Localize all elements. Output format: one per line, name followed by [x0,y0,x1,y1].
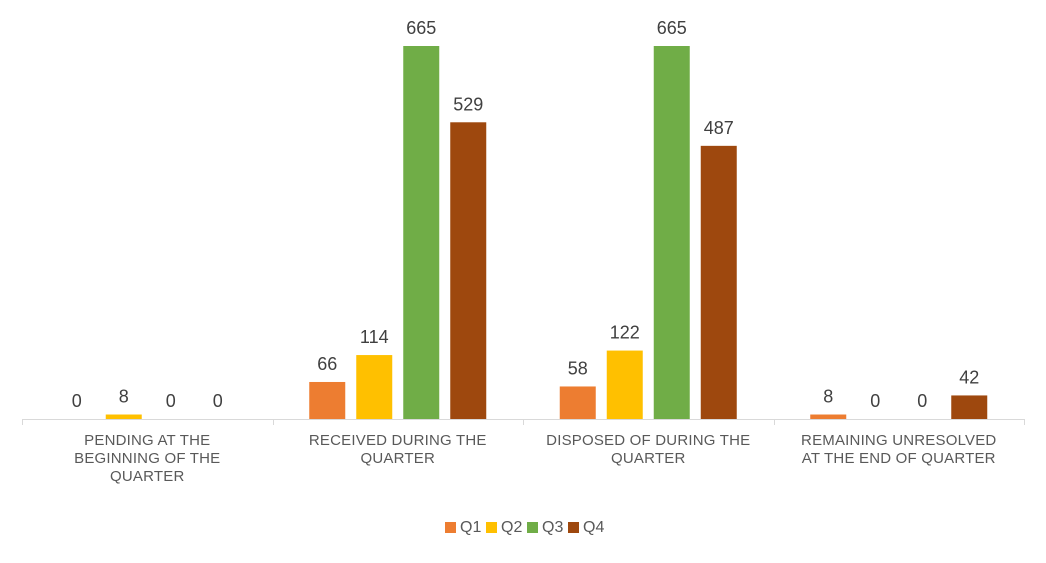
legend: Q1 Q2 Q3 Q4 [445,519,604,536]
data-label-q3-cat4: 0 [917,391,927,411]
legend-swatch-q3 [527,522,538,533]
legend-label-q4: Q4 [583,519,604,536]
bar-q3-cat3 [653,46,690,419]
bar-q2-cat3 [606,350,643,419]
data-label-q1-cat4: 8 [823,387,833,407]
bar-q4-cat4 [951,395,988,419]
bars-group [105,46,988,419]
data-label-q4-cat1: 0 [213,391,223,411]
data-label-q4-cat2: 529 [453,94,483,114]
category-labels-group: PENDING AT THE BEGINNING OF THE QUARTER REC… [74,432,996,485]
data-label-q4-cat4: 42 [959,367,979,387]
legend-swatch-q2 [486,522,497,533]
bar-q2-cat2 [356,355,393,419]
data-label-q1-cat3: 58 [568,358,588,378]
category-label-3: DISPOSED OF DURING THE QUARTER [546,432,750,467]
data-label-q3-cat2: 665 [406,18,436,38]
category-label-2: RECEIVED DURING THE QUARTER [309,432,487,467]
bar-q1-cat4 [810,414,847,419]
x-axis-ticks [22,419,1025,425]
data-label-q1-cat1: 0 [72,391,82,411]
data-label-q2-cat4: 0 [870,391,880,411]
category-label-1: PENDING AT THE BEGINNING OF THE QUARTER [74,432,220,485]
bar-q2-cat1 [105,414,142,419]
legend-swatch-q1 [445,522,456,533]
data-label-q2-cat1: 8 [119,387,129,407]
category-label-4: REMAINING UNRESOLVED AT THE END OF QUARTE… [801,432,996,467]
legend-label-q2: Q2 [501,519,522,536]
legend-swatch-q4 [568,522,579,533]
value-labels-group: 0 8 0 0 66 114 665 529 58 122 665 487 8 0 0 42 [72,18,980,411]
data-label-q2-cat3: 122 [610,323,640,343]
data-label-q2-cat2: 114 [360,327,389,347]
bar-q4-cat3 [700,145,737,419]
legend-label-q3: Q3 [542,519,563,536]
data-label-q4-cat3: 487 [704,118,734,138]
bar-q3-cat2 [403,46,440,419]
data-label-q3-cat1: 0 [166,391,176,411]
data-label-q3-cat3: 665 [657,18,687,38]
bar-q4-cat2 [450,122,487,419]
data-label-q1-cat2: 66 [317,354,337,374]
legend-label-q1: Q1 [460,519,481,536]
bar-q1-cat2 [309,381,346,419]
bar-q1-cat3 [559,386,596,419]
